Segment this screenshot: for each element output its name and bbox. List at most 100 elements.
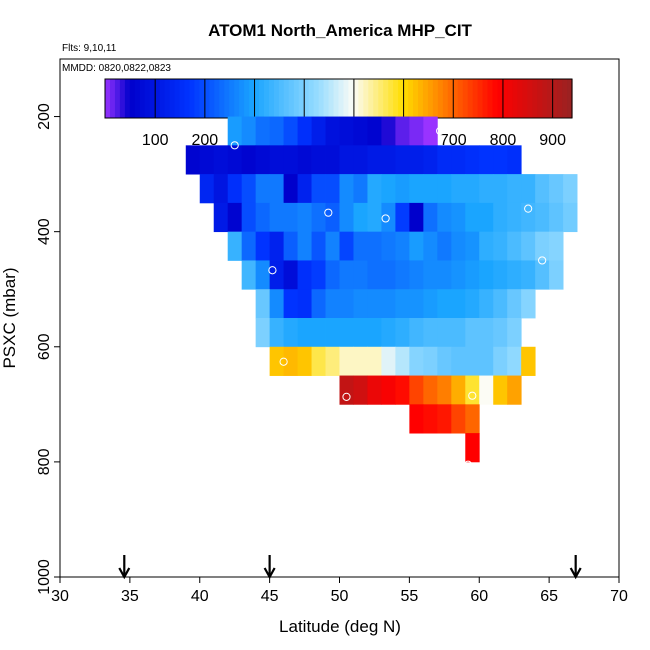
heatmap-cell <box>297 202 312 233</box>
flight-point <box>324 208 333 217</box>
heatmap-cell <box>199 174 215 204</box>
colorbar-segment <box>249 79 255 118</box>
heatmap-cell <box>409 404 424 434</box>
colorbar-segment <box>288 79 295 118</box>
colorbar-segment <box>512 79 518 118</box>
heatmap-cell <box>465 202 480 233</box>
flights-note: Flts: 9,10,11 <box>62 43 117 54</box>
heatmap-cell <box>437 289 452 319</box>
heatmap-cell <box>339 202 354 233</box>
heatmap-cell <box>465 260 480 290</box>
heatmap-cell <box>297 174 312 204</box>
heatmap-cell <box>227 174 243 204</box>
heatmap-cell <box>255 116 271 146</box>
flight-point <box>230 141 239 150</box>
heatmap-cell <box>241 145 257 175</box>
colorbar-segment <box>283 79 290 118</box>
colorbar-segment <box>318 79 325 118</box>
heatmap-cell <box>381 116 396 146</box>
heatmap-cell <box>451 145 466 175</box>
x-tick-label: 70 <box>610 588 628 605</box>
heatmap-cell <box>479 346 494 376</box>
heatmap-cell <box>297 145 312 175</box>
heatmap-cell <box>395 375 410 405</box>
heatmap-cell <box>325 116 340 146</box>
heatmap-cell <box>437 174 452 204</box>
x-tick-label: 50 <box>331 588 349 605</box>
colorbar-segment <box>353 79 359 118</box>
colorbar-segment <box>149 79 156 118</box>
colorbar-segment <box>482 79 489 118</box>
heatmap-cell <box>381 260 396 290</box>
heatmap-cell <box>465 145 480 175</box>
heatmap-cell <box>255 145 271 175</box>
heatmap-cell <box>213 202 229 233</box>
heatmap-cell <box>381 231 396 261</box>
heatmap-cell <box>423 289 438 319</box>
y-tick-label: 800 <box>36 448 53 475</box>
heatmap-cell <box>269 116 284 146</box>
heatmap-cell <box>409 116 424 146</box>
heatmap-cell <box>353 289 368 319</box>
colorbar-segment <box>522 79 528 118</box>
heatmap-cell <box>241 231 257 261</box>
colorbar-tick-label: 900 <box>539 132 566 149</box>
colorbar-segment <box>229 79 235 118</box>
heatmap-cell <box>535 202 550 233</box>
heatmap-cell <box>353 174 368 204</box>
heatmap-cell <box>507 202 522 233</box>
heatmap-cell <box>409 318 424 348</box>
heatmap-cell <box>241 174 257 204</box>
heatmap-cell <box>465 318 480 348</box>
colorbar-segment <box>388 79 394 118</box>
heatmap-cell <box>353 260 368 290</box>
x-axis: 30 35 40 45 50 55 60 65 70 <box>51 577 628 605</box>
colorbar-segment <box>134 79 141 118</box>
colorbar-segment <box>542 79 548 118</box>
heatmap-cell <box>255 202 271 233</box>
heatmap-cell <box>367 318 382 348</box>
x-tick-label: 45 <box>261 588 279 605</box>
chart-title: ATOM1 North_America MHP_CIT <box>208 21 472 40</box>
heatmap-cell <box>409 174 424 204</box>
colorbar-tick-label: 100 <box>142 132 169 149</box>
y-tick-label: 600 <box>36 333 53 360</box>
colorbar-segment <box>552 79 558 118</box>
heatmap-cell <box>395 318 410 348</box>
heatmap-cell <box>283 202 298 233</box>
heatmap-cell <box>353 145 368 175</box>
heatmap-cells <box>185 116 578 463</box>
heatmap-cell <box>255 318 271 348</box>
colorbar-segment <box>313 79 320 118</box>
heatmap-cell <box>227 202 243 233</box>
flight-point <box>279 357 288 366</box>
colorbar-segment <box>124 79 131 118</box>
colorbar-segment <box>323 79 330 118</box>
heatmap-cell <box>423 318 438 348</box>
heatmap-cell <box>521 231 536 261</box>
colorbar-segment <box>214 79 220 118</box>
colorbar-segment <box>472 79 479 118</box>
heatmap-cell <box>325 231 340 261</box>
colorbar-segment <box>239 79 245 118</box>
heatmap-cell <box>409 375 424 405</box>
dates-note: MMDD: 0820,0822,0823 <box>62 63 171 74</box>
heatmap-cell <box>507 346 522 376</box>
colorbar-segment <box>452 79 459 118</box>
colorbar-segment <box>398 79 404 118</box>
heatmap-cell <box>339 145 354 175</box>
heatmap-cell <box>507 375 522 405</box>
colorbar-segment <box>278 79 285 118</box>
heatmap-cell <box>381 318 396 348</box>
heatmap-cell <box>409 346 424 376</box>
heatmap-cell <box>395 231 410 261</box>
heatmap-cell <box>549 260 564 290</box>
heatmap-cell <box>395 260 410 290</box>
colorbar-segment <box>447 79 454 118</box>
colorbar-segment <box>204 79 210 118</box>
heatmap-cell <box>451 346 466 376</box>
flight-point <box>436 126 445 136</box>
flight-point <box>524 204 533 213</box>
heatmap-cell <box>311 231 326 261</box>
colorbar-segment <box>169 79 176 118</box>
